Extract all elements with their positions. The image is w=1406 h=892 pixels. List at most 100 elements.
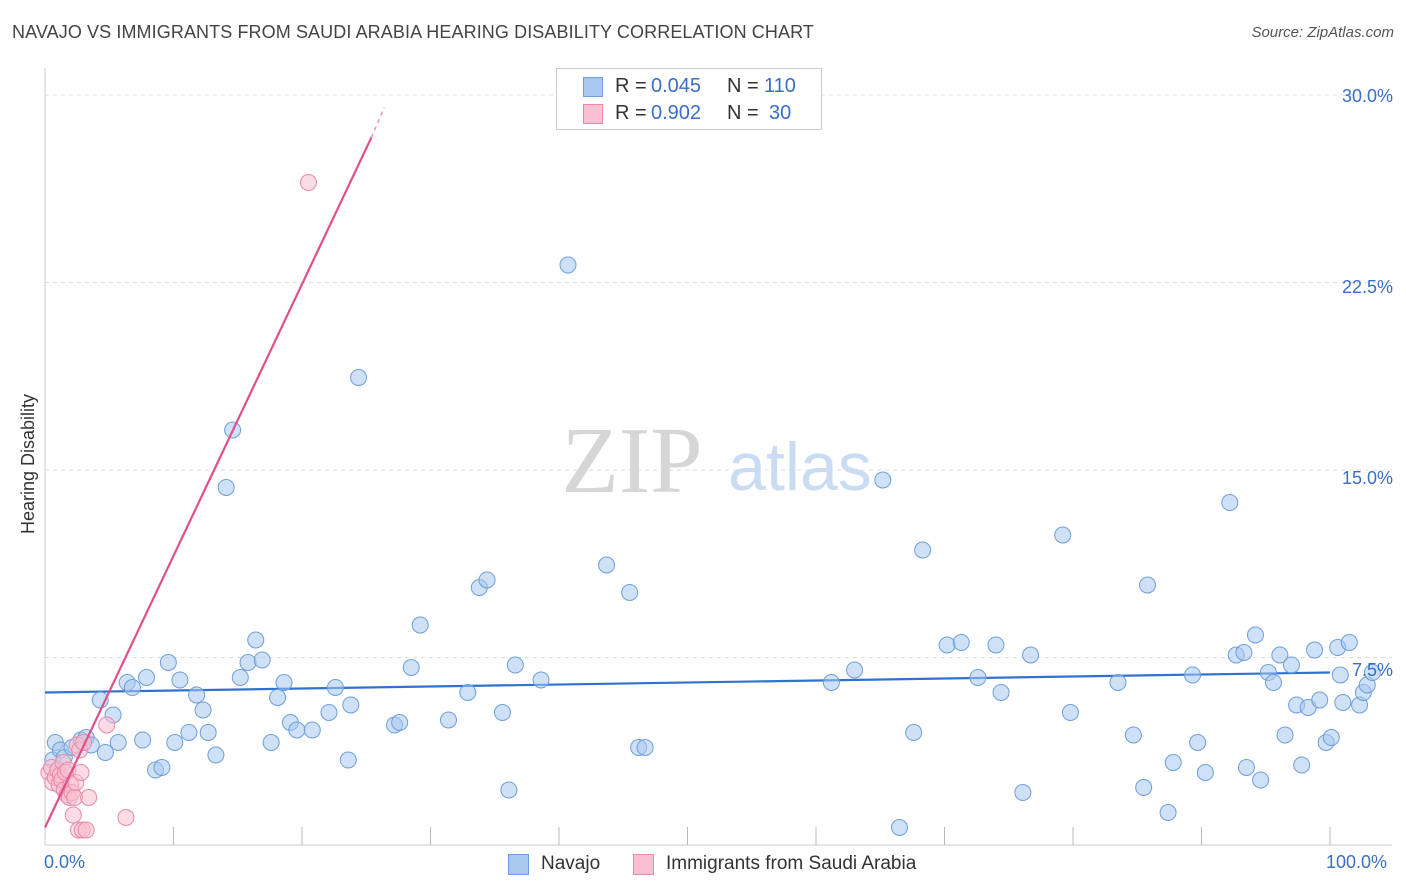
saudi-point-16 bbox=[64, 806, 82, 824]
navajo-point-67 bbox=[952, 634, 970, 651]
navajo-point-63 bbox=[891, 819, 909, 836]
n-label: N = bbox=[727, 102, 759, 124]
navajo-point-37 bbox=[303, 721, 321, 739]
navajo-point-33 bbox=[269, 689, 287, 706]
navajo-point-32 bbox=[262, 734, 280, 751]
r-label: R = bbox=[615, 102, 647, 124]
navajo-point-88 bbox=[1246, 626, 1264, 644]
navajo-point-38 bbox=[320, 704, 338, 721]
navajo-point-87 bbox=[1237, 759, 1255, 776]
navajo-point-83 bbox=[1196, 764, 1214, 781]
chart-title: NAVAJO VS IMMIGRANTS FROM SAUDI ARABIA H… bbox=[12, 22, 814, 42]
legend-row-saudi: R = 0.902 N = 30 bbox=[557, 100, 821, 126]
navajo-point-48 bbox=[459, 684, 477, 701]
navajo-point-23 bbox=[194, 701, 212, 719]
navajo-point-44 bbox=[391, 714, 409, 731]
r-value: 0.902 bbox=[651, 102, 702, 124]
navajo-point-29 bbox=[239, 654, 257, 671]
axes bbox=[44, 68, 1392, 846]
navajo-point-98 bbox=[1306, 641, 1324, 659]
navajo-point-69 bbox=[987, 636, 1005, 654]
navajo-point-75 bbox=[1109, 674, 1127, 691]
navajo-point-52 bbox=[500, 781, 518, 799]
saudi-point-22 bbox=[72, 764, 90, 781]
navajo-point-96 bbox=[1293, 756, 1311, 774]
navajo-point-50 bbox=[478, 571, 496, 589]
navajo-point-21 bbox=[180, 724, 198, 741]
navajo-point-18 bbox=[159, 654, 177, 671]
navajo-point-15 bbox=[138, 669, 156, 686]
navajo-point-53 bbox=[506, 656, 524, 674]
legend-swatch-saudi bbox=[583, 104, 603, 124]
n-label: N = bbox=[727, 75, 759, 97]
navajo-point-65 bbox=[914, 541, 932, 559]
navajo-point-19 bbox=[166, 734, 184, 751]
navajo-point-74 bbox=[1061, 704, 1079, 721]
navajo-point-51 bbox=[493, 704, 511, 721]
y-tick-label-22-5: 22.5% bbox=[1341, 277, 1393, 297]
navajo-point-31 bbox=[253, 651, 271, 669]
navajo-point-79 bbox=[1159, 804, 1177, 821]
navajo-point-82 bbox=[1189, 734, 1207, 751]
navajo-point-59 bbox=[636, 739, 654, 756]
watermark-atlas: atlas bbox=[728, 429, 872, 505]
y-tick-label-15: 15.0% bbox=[1341, 468, 1393, 488]
saudi-point-28 bbox=[117, 809, 135, 826]
legend-swatch-navajo bbox=[508, 854, 529, 875]
navajo-point-76 bbox=[1124, 726, 1142, 744]
navajo-point-66 bbox=[938, 636, 956, 654]
saudi-point-26 bbox=[80, 789, 98, 806]
navajo-point-20 bbox=[171, 671, 189, 689]
navajo-point-103 bbox=[1334, 694, 1352, 711]
n-value: 110 bbox=[764, 75, 796, 97]
navajo-point-71 bbox=[1014, 784, 1032, 801]
correlation-legend: R = 0.045 N = 110 R = 0.902 N = 30 bbox=[556, 68, 822, 130]
gridlines bbox=[45, 94, 1392, 658]
navajo-point-14 bbox=[134, 731, 152, 749]
navajo-point-99 bbox=[1311, 691, 1329, 709]
navajo-point-72 bbox=[1022, 646, 1040, 664]
navajo-point-61 bbox=[846, 661, 864, 679]
series-legend: Navajo Immigrants from Saudi Arabia bbox=[0, 852, 1406, 878]
navajo-point-78 bbox=[1139, 576, 1157, 594]
navajo-point-104 bbox=[1340, 634, 1358, 651]
navajo-point-46 bbox=[411, 616, 429, 634]
navajo-point-9 bbox=[96, 744, 114, 761]
navajo-point-92 bbox=[1271, 646, 1289, 664]
navajo-point-84 bbox=[1221, 494, 1239, 511]
saudi-point-17 bbox=[66, 789, 84, 806]
navajo-point-25 bbox=[207, 746, 225, 764]
x-tick-label-max: 100.0% bbox=[1326, 852, 1388, 872]
legend-label-navajo: Navajo bbox=[541, 853, 601, 874]
navajo-point-62 bbox=[874, 471, 892, 489]
saudi-point-29 bbox=[299, 174, 317, 191]
navajo-point-64 bbox=[905, 724, 923, 741]
navajo-point-30 bbox=[247, 631, 265, 649]
navajo-point-41 bbox=[342, 696, 360, 714]
trend-line-saudi bbox=[44, 137, 373, 828]
navajo-point-40 bbox=[339, 751, 357, 769]
navajo-point-54 bbox=[532, 671, 550, 689]
navajo-point-22 bbox=[188, 686, 206, 704]
navajo-point-42 bbox=[350, 369, 368, 386]
x-tick-label-min: 0.0% bbox=[44, 852, 86, 872]
r-value: 0.045 bbox=[651, 75, 702, 97]
navajo-point-81 bbox=[1184, 666, 1202, 684]
r-label: R = bbox=[615, 75, 647, 97]
navajo-point-86 bbox=[1235, 644, 1253, 661]
navajo-point-47 bbox=[439, 711, 457, 729]
navajo-point-60 bbox=[822, 674, 840, 691]
legend-row-navajo: R = 0.045 N = 110 bbox=[557, 73, 821, 99]
navajo-point-24 bbox=[199, 724, 217, 741]
navajo-point-70 bbox=[992, 684, 1010, 701]
navajo-point-68 bbox=[969, 669, 987, 686]
trend-saudi bbox=[44, 107, 385, 828]
navajo-point-17 bbox=[153, 759, 171, 776]
trend-line-saudi-extension bbox=[370, 107, 385, 138]
y-tick-label-30: 30.0% bbox=[1341, 86, 1393, 106]
navajo-point-57 bbox=[621, 584, 639, 601]
navajo-point-28 bbox=[231, 669, 249, 686]
navajo-point-73 bbox=[1054, 526, 1072, 544]
saudi-point-27 bbox=[98, 716, 116, 734]
